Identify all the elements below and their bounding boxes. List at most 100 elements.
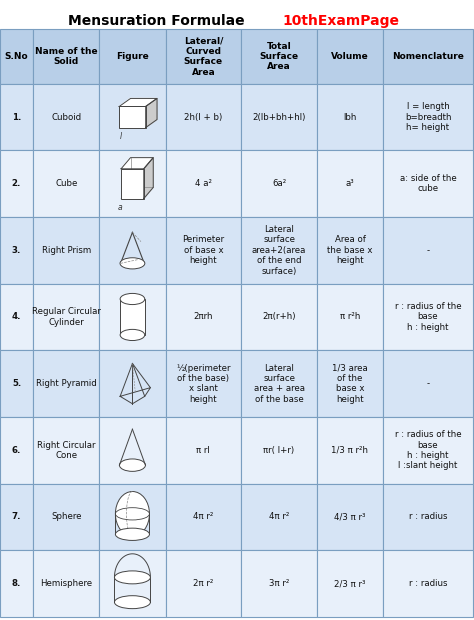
Bar xyxy=(100,417,165,484)
Text: Regular Circular
Cylinder: Regular Circular Cylinder xyxy=(32,308,100,327)
Text: -: - xyxy=(427,379,429,388)
Bar xyxy=(0,151,33,217)
Bar xyxy=(317,551,383,617)
Bar xyxy=(100,217,165,284)
Bar xyxy=(317,284,383,350)
Bar xyxy=(0,284,33,350)
Bar xyxy=(33,350,100,417)
Bar xyxy=(165,417,241,484)
Text: 10thExamPage: 10thExamPage xyxy=(282,14,399,29)
Text: Right Pyramid: Right Pyramid xyxy=(36,379,97,388)
Bar xyxy=(100,551,165,617)
Polygon shape xyxy=(119,99,157,107)
Bar xyxy=(383,284,473,350)
Text: 2h(l + b): 2h(l + b) xyxy=(184,112,222,122)
Bar xyxy=(100,350,165,417)
Bar xyxy=(383,29,473,84)
Text: 1.: 1. xyxy=(12,112,21,122)
Bar xyxy=(241,217,317,284)
Text: a³: a³ xyxy=(346,179,355,188)
Bar xyxy=(33,551,100,617)
Bar xyxy=(121,169,144,198)
Bar xyxy=(241,350,317,417)
Text: Right Prism: Right Prism xyxy=(42,246,91,255)
Ellipse shape xyxy=(120,293,145,304)
Text: 6.: 6. xyxy=(12,446,21,455)
Text: Perimeter
of base x
height: Perimeter of base x height xyxy=(182,236,224,265)
Text: Lateral
surface
area + area
of the base: Lateral surface area + area of the base xyxy=(254,363,305,404)
Text: 4.: 4. xyxy=(12,312,21,322)
Text: Right Circular
Cone: Right Circular Cone xyxy=(37,441,95,460)
Text: 4π r²: 4π r² xyxy=(193,512,214,521)
Text: lbh: lbh xyxy=(343,112,356,122)
Bar xyxy=(383,551,473,617)
Bar xyxy=(241,551,317,617)
Bar xyxy=(0,217,33,284)
Bar xyxy=(165,151,241,217)
Bar xyxy=(241,29,317,84)
Text: 1/3 area
of the
base x
height: 1/3 area of the base x height xyxy=(332,363,368,404)
Ellipse shape xyxy=(114,571,150,584)
Bar xyxy=(383,484,473,551)
Bar xyxy=(165,484,241,551)
Text: 3π r²: 3π r² xyxy=(269,579,289,588)
Bar xyxy=(0,551,33,617)
Bar xyxy=(100,284,165,350)
Ellipse shape xyxy=(120,329,145,340)
Bar xyxy=(383,217,473,284)
Bar xyxy=(0,417,33,484)
Text: 4π r²: 4π r² xyxy=(269,512,289,521)
Text: 2.: 2. xyxy=(12,179,21,188)
Text: 3.: 3. xyxy=(12,246,21,255)
Text: 5.: 5. xyxy=(12,379,21,388)
Text: a: side of the
cube: a: side of the cube xyxy=(400,174,456,193)
Text: 1/3 π r²h: 1/3 π r²h xyxy=(331,446,368,455)
Bar xyxy=(119,107,146,128)
Text: 2π r²: 2π r² xyxy=(193,579,214,588)
Bar xyxy=(0,84,33,151)
Text: Nomenclature: Nomenclature xyxy=(392,52,464,61)
Bar xyxy=(0,350,33,417)
Bar xyxy=(100,151,165,217)
Bar xyxy=(100,29,165,84)
Bar xyxy=(317,29,383,84)
Text: ½(perimeter
of the base)
x slant
height: ½(perimeter of the base) x slant height xyxy=(176,363,231,404)
Bar xyxy=(383,350,473,417)
Text: Total
Surface
Area: Total Surface Area xyxy=(259,42,299,71)
Bar xyxy=(317,417,383,484)
Bar xyxy=(241,284,317,350)
Bar xyxy=(33,284,100,350)
Text: Lateral/
Curved
Surface
Area: Lateral/ Curved Surface Area xyxy=(184,37,223,76)
Bar xyxy=(241,417,317,484)
Bar xyxy=(33,29,100,84)
Text: Hemisphere: Hemisphere xyxy=(40,579,92,588)
Bar xyxy=(165,284,241,350)
Text: Cube: Cube xyxy=(55,179,77,188)
Bar xyxy=(241,484,317,551)
Text: 2(lb+bh+hl): 2(lb+bh+hl) xyxy=(252,112,306,122)
Text: Sphere: Sphere xyxy=(51,512,82,521)
Bar xyxy=(165,29,241,84)
Ellipse shape xyxy=(115,528,149,541)
Text: r : radius: r : radius xyxy=(409,579,447,588)
Bar xyxy=(317,484,383,551)
Text: Lateral
surface
area+2(area
of the end
surface): Lateral surface area+2(area of the end s… xyxy=(252,225,306,276)
Text: 6a²: 6a² xyxy=(272,179,286,188)
Bar xyxy=(33,151,100,217)
Text: r : radius: r : radius xyxy=(409,512,447,521)
Text: π r²h: π r²h xyxy=(340,312,360,322)
Bar xyxy=(33,84,100,151)
Text: 4 a²: 4 a² xyxy=(195,179,212,188)
Bar xyxy=(165,551,241,617)
Bar xyxy=(383,84,473,151)
Text: l: l xyxy=(120,131,122,141)
Bar xyxy=(33,484,100,551)
Bar xyxy=(100,84,165,151)
Polygon shape xyxy=(144,157,153,198)
Bar xyxy=(0,29,33,84)
Bar xyxy=(317,217,383,284)
Text: 4/3 π r³: 4/3 π r³ xyxy=(334,512,366,521)
Text: 2π(r+h): 2π(r+h) xyxy=(262,312,296,322)
Ellipse shape xyxy=(120,258,145,269)
Polygon shape xyxy=(146,99,157,128)
